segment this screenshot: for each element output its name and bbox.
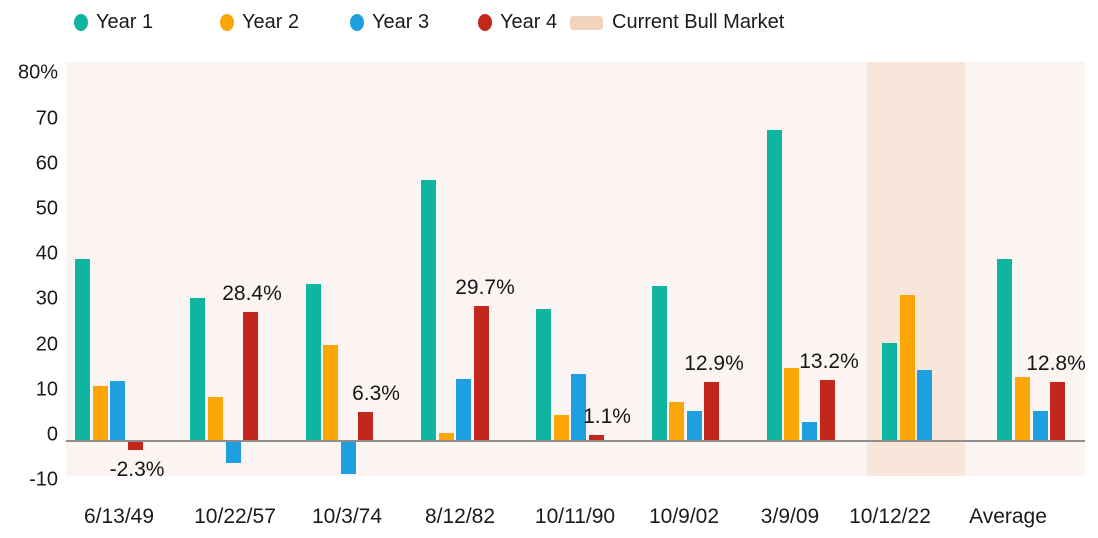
legend-label: Year 2 <box>242 11 300 33</box>
bar-year-1-10-3-74 <box>305 284 321 440</box>
x-axis-label-10-3-74: 10/3/74 <box>311 505 383 528</box>
bar-year-2-10-12-22 <box>899 295 915 440</box>
bar-year-4-6-13-49 <box>127 442 143 451</box>
legend-label: Year 3 <box>372 11 430 33</box>
legend-label: Year 1 <box>96 11 154 33</box>
data-label-year-4-10-9-02: 12.9% <box>684 351 744 375</box>
data-label-year-4-6-13-49: -2.3% <box>109 458 165 482</box>
bar-year-4-8-12-82 <box>473 305 489 440</box>
bar-year-4-average <box>1050 382 1066 440</box>
bar-year-1-10-11-90 <box>536 308 552 440</box>
bar-year-4-10-11-90 <box>589 435 604 440</box>
bar-year-2-8-12-82 <box>438 433 454 440</box>
legend-item-year-4: Year 4 <box>478 11 557 34</box>
data-label-year-4-10-22-57: 28.4% <box>222 281 282 305</box>
bar-year-3-10-3-74 <box>340 442 356 474</box>
legend-item-current-bull-market: Current Bull Market <box>570 11 784 34</box>
legend-dot-icon <box>478 14 492 31</box>
bar-year-1-average <box>997 259 1013 440</box>
x-axis-label-10-9-02: 10/9/02 <box>648 505 720 528</box>
legend-label: Year 4 <box>500 11 558 33</box>
x-axis-label-10-22-57: 10/22/57 <box>194 505 276 528</box>
bar-year-3-3-9-09 <box>802 421 817 440</box>
bar-year-1-8-12-82 <box>420 180 436 440</box>
x-axis-label-10-12-22: 10/12/22 <box>849 505 931 528</box>
bar-year-2-10-3-74 <box>323 345 339 440</box>
legend-item-year-1: Year 1 <box>74 11 153 34</box>
bar-year-2-3-9-09 <box>784 367 800 440</box>
x-axis-label-3-9-09: 3/9/09 <box>760 505 820 528</box>
data-label-year-4-3-9-09: 13.2% <box>799 350 859 374</box>
legend-item-year-2: Year 2 <box>220 11 299 34</box>
bar-year-2-10-11-90 <box>553 415 569 440</box>
bar-year-2-6-13-49 <box>92 385 108 440</box>
bar-year-3-10-12-22 <box>917 369 933 440</box>
bar-year-3-6-13-49 <box>110 381 126 440</box>
y-axis-tick-60: 60 <box>35 152 58 175</box>
bar-year-3-average <box>1032 410 1048 440</box>
bar-year-1-3-9-09 <box>766 130 782 440</box>
bar-year-1-10-9-02 <box>651 286 667 440</box>
bar-year-4-10-3-74 <box>358 411 374 440</box>
x-axis-label-6-13-49: 6/13/49 <box>83 505 155 528</box>
bar-year-3-10-11-90 <box>571 374 587 440</box>
bar-year-1-10-12-22 <box>882 342 898 440</box>
y-axis-tick-10: -10 <box>29 468 58 491</box>
bar-year-1-6-13-49 <box>75 259 90 440</box>
y-axis-tick-70: 70 <box>35 107 58 130</box>
y-axis-tick-40: 40 <box>35 242 58 265</box>
y-axis-tick-50: 50 <box>35 197 58 220</box>
x-axis-zero-line <box>66 440 1085 442</box>
bar-year-1-10-22-57 <box>190 297 206 440</box>
bar-year-4-10-22-57 <box>243 311 259 440</box>
bar-year-3-10-22-57 <box>225 442 241 463</box>
bar-year-3-8-12-82 <box>456 378 472 440</box>
y-axis-tick-0: 0 <box>46 423 58 446</box>
y-axis-tick-80: 80% <box>17 61 58 84</box>
y-axis-tick-10: 10 <box>35 378 58 401</box>
bar-year-3-10-9-02 <box>686 410 702 440</box>
y-axis-tick-30: 30 <box>35 287 58 310</box>
x-axis-label-10-11-90: 10/11/90 <box>534 505 616 528</box>
y-axis-tick-20: 20 <box>35 333 58 356</box>
legend-dot-icon <box>220 14 234 31</box>
legend-label: Current Bull Market <box>612 11 785 33</box>
x-axis-label-average: Average <box>969 505 1047 528</box>
legend-item-year-3: Year 3 <box>350 11 429 34</box>
legend-swatch-icon <box>570 15 603 30</box>
data-label-year-4-average: 12.8% <box>1026 352 1086 376</box>
bar-year-2-average <box>1015 376 1030 440</box>
x-axis-label-8-12-82: 8/12/82 <box>424 505 496 528</box>
bar-year-4-3-9-09 <box>819 380 835 440</box>
bar-year-2-10-9-02 <box>669 401 685 440</box>
chart-legend: Year 1 Year 2 Year 3 Year 4 Current Bull Mar… <box>0 11 1098 41</box>
bar-year-4-10-9-02 <box>704 381 720 440</box>
legend-dot-icon <box>350 14 364 31</box>
data-label-year-4-10-3-74: 6.3% <box>352 381 400 405</box>
bar-year-2-10-22-57 <box>207 397 223 440</box>
data-label-year-4-10-11-90: 1.1% <box>583 405 631 429</box>
data-label-year-4-8-12-82: 29.7% <box>455 275 515 299</box>
legend-dot-icon <box>74 14 88 31</box>
